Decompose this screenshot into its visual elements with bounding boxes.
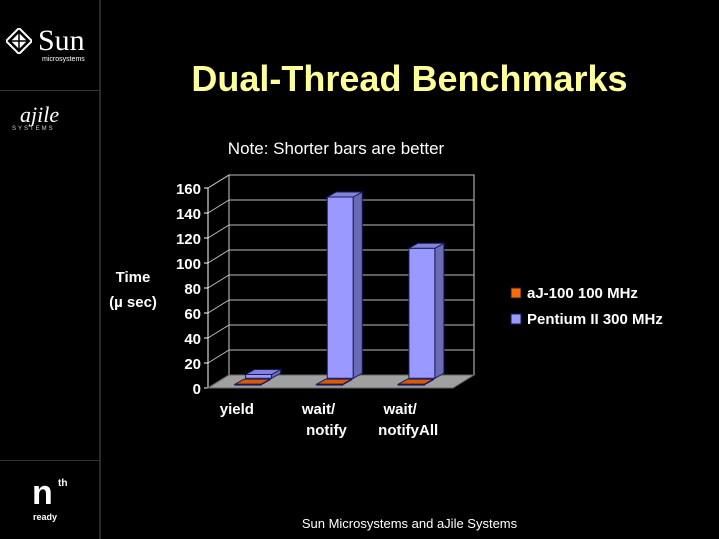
nth-ready-text: ready — [33, 512, 58, 522]
bar-front — [245, 374, 273, 379]
sun-wordmark: Sun — [38, 24, 85, 57]
bar-front — [326, 196, 354, 379]
bar-top — [243, 369, 283, 375]
ajile-logo: ajile SYSTEMS — [10, 100, 92, 140]
y-tick-label: 140 — [176, 206, 201, 223]
x-tick-label: yield — [220, 401, 254, 418]
gridline — [207, 199, 474, 214]
x-tick-label: wait/ — [301, 401, 336, 418]
chart-title: Note: Shorter bars are better — [228, 139, 445, 158]
gridline — [207, 299, 474, 314]
gridline — [207, 324, 474, 339]
y-tick-label: 160 — [176, 181, 201, 198]
nth-th-text: th — [58, 478, 68, 489]
y-axis-label-line1: Time — [116, 269, 151, 286]
nth-ready-logo: n th ready — [30, 474, 80, 526]
gridline — [207, 174, 474, 189]
y-tick-label: 120 — [176, 231, 201, 248]
sidebar-divider — [0, 90, 99, 91]
gridline — [207, 249, 474, 264]
nth-n-text: n — [32, 474, 53, 512]
x-tick-label: notifyAll — [378, 422, 438, 439]
bar-top — [406, 242, 446, 249]
benchmark-chart: Note: Shorter bars are better 0 20 40 60 80 10… — [109, 139, 663, 439]
x-tick-label: wait/ — [382, 401, 417, 418]
y-tick-label: 20 — [184, 356, 201, 373]
y-tick-label: 100 — [176, 256, 201, 273]
y-tick-label: 80 — [184, 281, 201, 298]
sun-logo: Sun microsystems — [6, 24, 96, 68]
ajile-wordmark: ajile — [20, 102, 60, 127]
bar-front — [408, 247, 436, 379]
gridline — [207, 224, 474, 239]
y-tick-label: 60 — [184, 306, 201, 323]
bar-top — [396, 378, 436, 385]
legend-label: aJ-100 100 MHz — [527, 285, 638, 302]
sun-diamond-icon — [6, 28, 32, 54]
legend-swatch — [510, 313, 522, 325]
bar-top — [233, 378, 273, 385]
ajile-subtext: SYSTEMS — [12, 126, 55, 132]
sidebar: Sun microsystems ajile SYSTEMS n th read… — [0, 0, 101, 539]
sidebar-divider — [0, 460, 99, 461]
gridline — [207, 349, 474, 364]
slide-footer: Sun Microsystems and aJile Systems — [301, 516, 518, 531]
gridline — [207, 274, 474, 289]
x-tick-label: notify — [306, 422, 347, 439]
sun-subtext: microsystems — [42, 56, 85, 63]
y-axis-label-line2: (µ sec) — [109, 294, 157, 311]
bar-top — [314, 378, 354, 385]
legend-label: Pentium II 300 MHz — [527, 311, 663, 328]
bar-side — [352, 191, 363, 380]
y-tick-label: 0 — [193, 381, 201, 398]
bar-top — [325, 191, 365, 198]
y-tick-label: 40 — [184, 331, 201, 348]
bar-side — [434, 242, 445, 380]
legend-swatch — [510, 287, 522, 299]
slide-title: Dual-Thread Benchmarks — [191, 58, 628, 99]
